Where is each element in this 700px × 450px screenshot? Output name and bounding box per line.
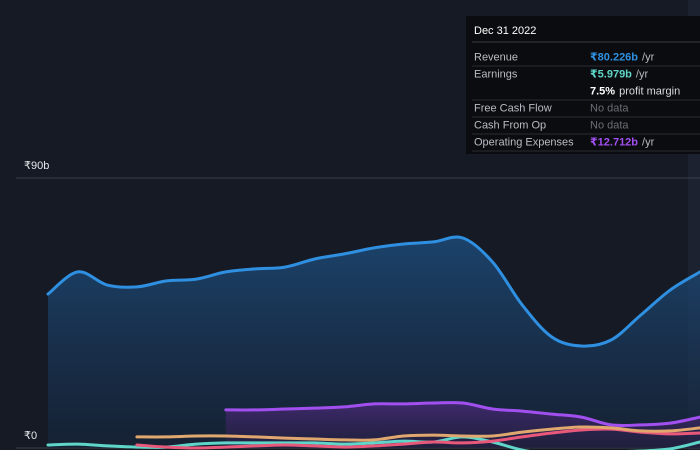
profit-margin-value: 7.5% <box>590 85 615 97</box>
tooltip-unit: /yr <box>642 51 655 63</box>
tooltip-unit: /yr <box>636 68 649 80</box>
tooltip-label: Cash From Op <box>474 119 546 131</box>
tooltip-label: Revenue <box>474 51 518 63</box>
series-line <box>46 235 700 348</box>
profit-margin-label: profit margin <box>619 85 680 97</box>
plot: ₹0 ₹90b <box>16 160 700 450</box>
tooltip-unit: /yr <box>642 136 655 148</box>
y-tick-label: ₹0 <box>24 430 37 442</box>
tooltip-value: No data <box>590 119 629 131</box>
series-line <box>135 425 700 442</box>
series-area <box>225 402 700 448</box>
tooltip-value: ₹5.979b <box>590 68 632 80</box>
tooltip-label: Operating Expenses <box>474 136 574 148</box>
tooltip-box <box>466 16 700 154</box>
series-area <box>48 237 700 448</box>
y-tick-label: ₹90b <box>24 160 49 172</box>
tooltip-value: ₹80.226b <box>590 51 638 63</box>
tooltip-value: ₹12.712b <box>590 136 638 148</box>
tooltip-label: Free Cash Flow <box>474 102 552 114</box>
series-line <box>224 401 700 428</box>
tooltip-date: Dec 31 2022 <box>474 25 536 37</box>
tooltip: Dec 31 2022 Revenue ₹80.226b/yr Earnings ₹5.… <box>466 16 700 154</box>
tooltip-value: No data <box>590 102 629 114</box>
tooltip-label: Earnings <box>474 68 518 80</box>
